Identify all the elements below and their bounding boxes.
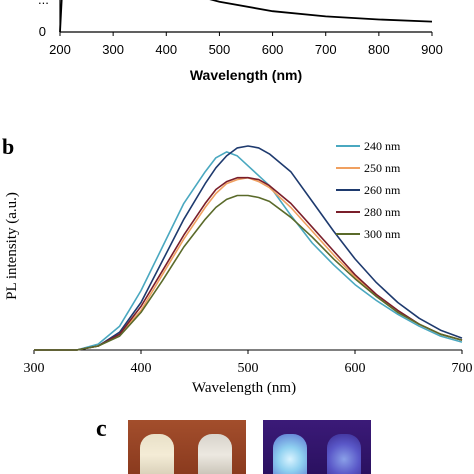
series-line-280-nm <box>34 176 463 351</box>
panel-b-x-tick-label: 700 <box>452 361 473 376</box>
panel-a-x-tick-label: 800 <box>368 42 390 57</box>
vials-daylight-photo <box>128 420 246 474</box>
series-line-240-nm <box>34 151 463 351</box>
panel-a-absorbance-curve <box>59 0 433 33</box>
panel-a-x-tick-label: 500 <box>209 42 231 57</box>
vial-left-1 <box>140 434 174 474</box>
panel-a-x-axis-label: Wavelength (nm) <box>190 67 302 83</box>
series-line-300-nm <box>34 194 463 351</box>
legend-label: 260 nm <box>364 183 401 197</box>
legend-label: 250 nm <box>364 161 401 175</box>
panel-a-x-tick-label: 400 <box>155 42 177 57</box>
panel-b-x-tick-label: 300 <box>24 361 45 376</box>
panel-a-x-tick-label: 300 <box>102 42 124 57</box>
panel-a-x-tick-label: 900 <box>421 42 443 57</box>
panel-a-x-tick-label: 700 <box>315 42 337 57</box>
panel-b-x-tick-label: 600 <box>345 361 366 376</box>
legend-label: 300 nm <box>364 227 401 241</box>
legend-label: 280 nm <box>364 205 401 219</box>
panel-b-x-tick-label: 400 <box>131 361 152 376</box>
panel-b-x-axis-label: Wavelength (nm) <box>192 380 296 396</box>
panel-c-label: c <box>96 416 107 442</box>
panel-a-x-tick-label: 600 <box>262 42 284 57</box>
legend-label: 240 nm <box>364 139 401 153</box>
series-line-260-nm <box>34 145 463 351</box>
panel-b: b PL intensity (a.u.) 300 400 500 600 700 Wa… <box>2 134 473 396</box>
panel-b-x-tick-label: 500 <box>238 361 259 376</box>
panel-a-x-tick-label: 200 <box>49 42 71 57</box>
panel-a: ... 0 200 300 400 500 600 700 800 900 Wavelengt… <box>38 0 443 83</box>
series-line-250-nm <box>34 176 463 351</box>
panel-b-label: b <box>2 134 14 159</box>
vial-right-1 <box>273 434 307 474</box>
panel-a-y-tick-0: 0 <box>39 24 46 39</box>
panel-b-y-axis-label: PL intensity (a.u.) <box>4 192 20 300</box>
panel-a-y-fragment: ... <box>38 0 49 7</box>
vial-left-2 <box>198 434 232 474</box>
vial-right-2 <box>327 434 361 474</box>
vials-uv-photo <box>263 420 371 474</box>
